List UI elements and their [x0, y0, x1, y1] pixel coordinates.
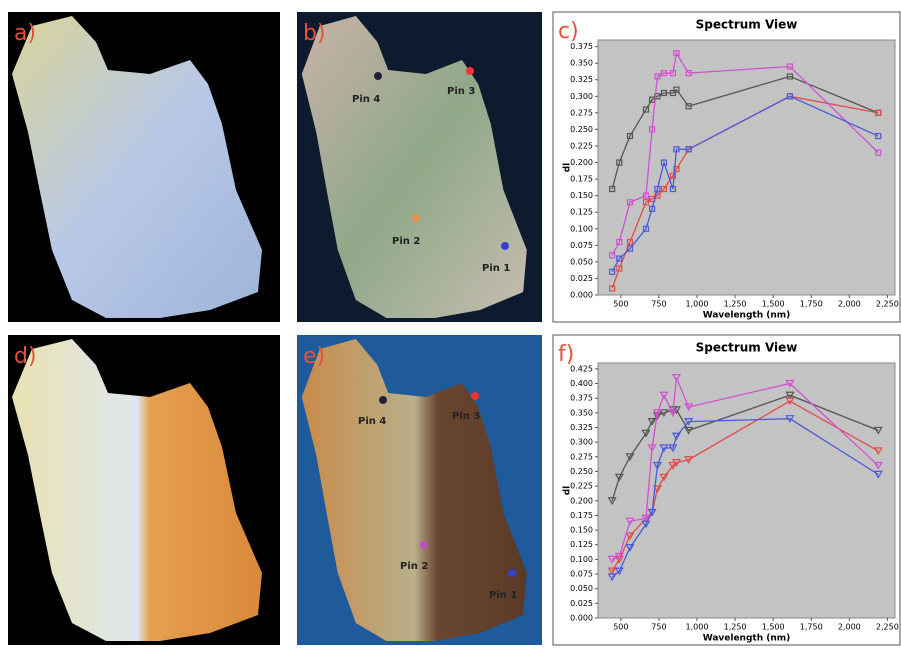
y-tick-label: 0.400	[570, 379, 593, 388]
plot-area	[598, 40, 895, 295]
y-tick-label: 0.050	[570, 257, 593, 266]
y-tick-label: 0.350	[570, 408, 593, 417]
y-tick-label: 0.150	[570, 526, 593, 535]
x-axis-label: Wavelength (nm)	[703, 311, 791, 321]
panel-label: b)	[303, 21, 326, 46]
x-tick-label: 2,000	[838, 300, 861, 309]
y-tick-label: 0.000	[570, 291, 593, 300]
pin-label: Pin 4	[358, 416, 386, 427]
pin-marker	[471, 392, 479, 400]
y-tick-label: 0.200	[570, 158, 593, 167]
x-tick-label: 750	[651, 300, 666, 309]
x-tick-label: 1,500	[762, 623, 785, 632]
x-tick-label: 2,250	[876, 623, 899, 632]
y-tick-label: 0.275	[570, 452, 593, 461]
y-tick-label: 0.250	[570, 467, 593, 476]
y-tick-label: 0.225	[570, 482, 593, 491]
y-tick-label: 0.025	[570, 274, 593, 283]
x-tick-label: 1,000	[686, 300, 709, 309]
pin-label: Pin 3	[447, 86, 475, 97]
x-tick-label: 750	[651, 623, 666, 632]
x-tick-label: 2,250	[876, 300, 899, 309]
y-tick-label: 0.175	[570, 175, 593, 184]
x-tick-label: 1,000	[686, 623, 709, 632]
y-tick-label: 0.075	[570, 241, 593, 250]
pin-label: Pin 4	[352, 94, 380, 105]
panel-label: a)	[14, 21, 36, 46]
x-tick-label: 500	[613, 623, 628, 632]
y-tick-label: 0.125	[570, 540, 593, 549]
x-tick-label: 1,750	[800, 300, 823, 309]
figure: a) Pin 4 Pin 3 Pin 2 Pin 1 b) d) Pin 4 P…	[0, 0, 901, 651]
pin-label: Pin 1	[482, 263, 510, 274]
x-tick-label: 500	[613, 300, 628, 309]
y-tick-label: 0.125	[570, 208, 593, 217]
pin-label: Pin 3	[452, 411, 480, 422]
y-tick-label: 0.300	[570, 92, 593, 101]
pin-marker	[420, 541, 428, 549]
y-tick-label: 0.000	[570, 614, 593, 623]
pin-label: Pin 1	[489, 590, 517, 601]
y-tick-label: 0.225	[570, 141, 593, 150]
y-tick-label: 0.175	[570, 511, 593, 520]
y-tick-label: 0.375	[570, 42, 593, 51]
panel-label: e)	[303, 344, 325, 369]
y-tick-label: 0.025	[570, 599, 593, 608]
y-tick-label: 0.050	[570, 584, 593, 593]
pin-marker	[508, 569, 516, 577]
y-tick-label: 0.375	[570, 394, 593, 403]
panel-label: d)	[14, 344, 37, 369]
x-axis-label: Wavelength (nm)	[703, 634, 791, 644]
y-tick-label: 0.350	[570, 59, 593, 68]
pin-marker	[374, 72, 382, 80]
y-tick-label: 0.300	[570, 438, 593, 447]
y-tick-label: 0.100	[570, 555, 593, 564]
y-tick-label: 0.150	[570, 191, 593, 200]
y-tick-label: 0.075	[570, 570, 593, 579]
y-tick-label: 0.325	[570, 75, 593, 84]
pin-marker	[379, 396, 387, 404]
x-tick-label: 2,000	[838, 623, 861, 632]
y-tick-label: 0.100	[570, 224, 593, 233]
x-tick-label: 1,500	[762, 300, 785, 309]
panel-label: c)	[558, 19, 579, 44]
pin-marker	[501, 242, 509, 250]
pin-label: Pin 2	[392, 236, 420, 247]
x-tick-label: 1,250	[724, 300, 747, 309]
plot-area	[598, 363, 895, 618]
x-tick-label: 1,750	[800, 623, 823, 632]
panel-label: f)	[558, 342, 574, 367]
y-tick-label: 0.275	[570, 108, 593, 117]
y-tick-label: 0.325	[570, 423, 593, 432]
pin-marker	[412, 214, 420, 222]
y-tick-label: 0.200	[570, 496, 593, 505]
pin-label: Pin 2	[400, 561, 428, 572]
y-tick-label: 0.250	[570, 125, 593, 134]
chart-title: Spectrum View	[696, 18, 798, 32]
chart-title: Spectrum View	[696, 341, 798, 355]
x-tick-label: 1,250	[724, 623, 747, 632]
y-tick-label: 0.425	[570, 364, 593, 373]
pin-marker	[466, 67, 474, 75]
